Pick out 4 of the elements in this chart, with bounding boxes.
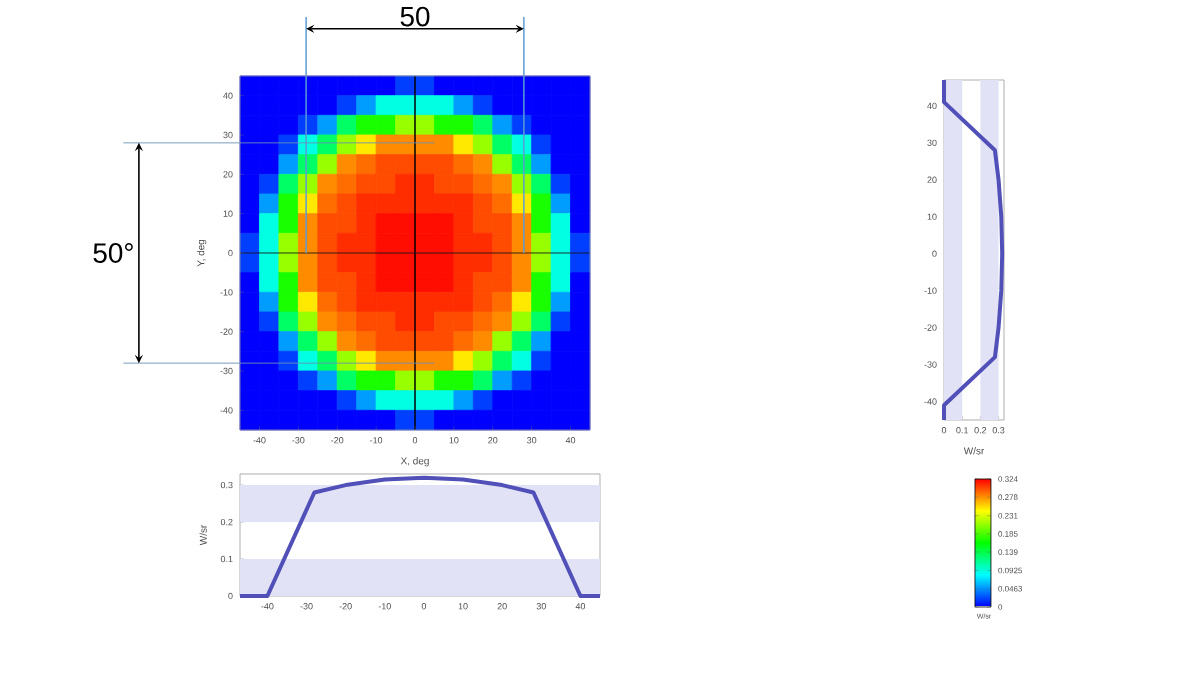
line-series: [238, 475, 602, 598]
text: 50: [400, 6, 430, 27]
text: 50°: [93, 243, 133, 263]
line-series: [942, 78, 1005, 422]
